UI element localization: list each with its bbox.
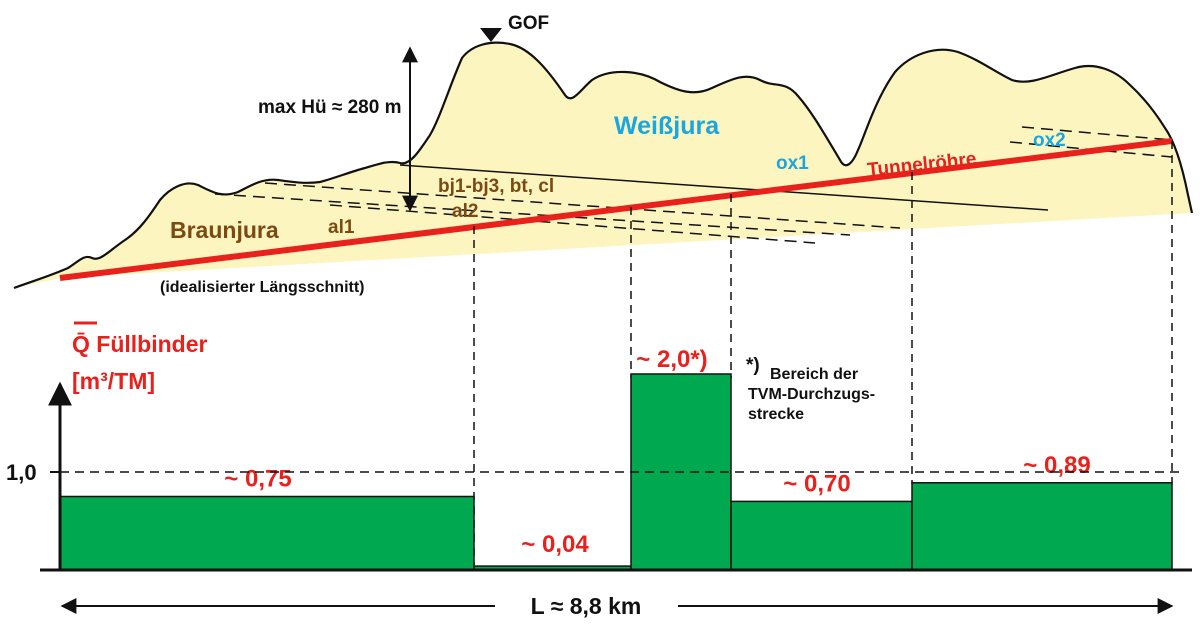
- footnote-mark: *): [746, 355, 760, 376]
- layer-al2-label: al2: [452, 201, 478, 222]
- bar-value-label-5: ~ 0,89: [1023, 452, 1090, 479]
- layer-ox2-label: ox2: [1033, 130, 1066, 151]
- gof-triangle-icon: [480, 28, 502, 42]
- profile-caption: (idealisierter Längsschnitt): [160, 279, 365, 296]
- tunnel-tube: [59, 138, 1173, 281]
- footnote-text: Bereich der TVM-Durchzugs- strecke: [748, 366, 880, 423]
- layer-line-al1: [214, 193, 851, 236]
- layer-line-ox2-top: [1021, 126, 1173, 141]
- bar-value-label-4: ~ 0,70: [783, 470, 850, 497]
- bar-value-label-1: ~ 0,75: [224, 466, 291, 493]
- chart-title: Q̄ Füllbinder: [72, 331, 207, 357]
- bar-chart: ~ 0,75 ~ 0,04 ~ 2,0*) ~ 0,70 ~ 0,89: [59, 346, 1173, 571]
- y-tick-label: 1,0: [6, 460, 37, 485]
- layer-ox1-label: ox1: [776, 153, 809, 174]
- terrain-surface: [14, 42, 1192, 288]
- layer-line-bj: [264, 182, 901, 229]
- formation-boundary-line: [399, 164, 1049, 211]
- bar-value-label-3: ~ 2,0*): [636, 346, 707, 373]
- formation-brown-label: Braunjura: [170, 217, 279, 243]
- chart-ylabel: [m³/TM]: [72, 368, 155, 394]
- overburden-label: max Hü ≈ 280 m: [258, 97, 402, 118]
- layer-al1-label: al1: [328, 217, 355, 238]
- terrain-outline: [13, 41, 1194, 290]
- bar-value-label-2: ~ 0,04: [521, 531, 589, 558]
- gof-label: GOF: [508, 13, 549, 34]
- formation-white-label: Weißjura: [614, 112, 720, 140]
- layer-bj-label: bj1-bj3, bt, cl: [438, 176, 554, 197]
- bar-segment-4: [730, 500, 913, 571]
- length-label: L ≈ 8,8 km: [531, 593, 642, 619]
- bar-segment-5: [911, 482, 1173, 571]
- bar-segment-1: [59, 495, 475, 571]
